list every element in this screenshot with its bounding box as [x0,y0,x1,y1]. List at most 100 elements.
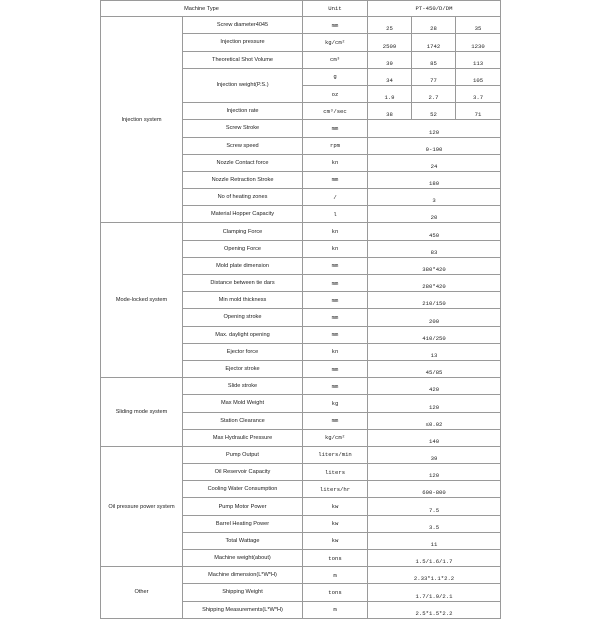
table-row: Mold plate dimension mm 380*420 [101,256,502,276]
param-name: Opening stroke [181,308,304,327]
value: 1.9 [367,84,413,104]
value: 180 [367,170,502,190]
param-name: Min mold thickness [181,291,304,310]
unit: mm [302,16,369,35]
value: 71 [455,102,502,121]
param-name: Theoretical Shot Volume [181,50,304,69]
value: 2509 [367,33,413,52]
param-name: Max. daylight opening [181,325,304,344]
group-name: Oil pressure power system [100,445,183,568]
param-name: Pump Motor Power [181,497,304,516]
unit: kn [302,239,369,258]
table-row: No of heating zones/3 [101,188,502,207]
unit: kw [302,531,369,551]
table-row: Nozzle Retraction Stroke mm 180 [101,170,502,190]
param-name: Nozzle Contact force [181,153,304,172]
param-name: Cooling Water Consumption [181,480,304,499]
unit: m [302,600,369,619]
value: 3.7 [455,84,502,104]
value: 140 [367,428,502,447]
unit: rpm [302,136,369,155]
table-row: Material Hopper Capacity l 20 [101,205,502,224]
table-row: Sliding mode system Slide stroke mm 420 [100,377,502,447]
value: 380*420 [367,256,502,276]
value: 1742 [411,33,457,52]
unit: kg/cm² [302,33,369,52]
param-name: Ejector stroke [181,359,304,379]
header-unit: Unit [302,0,369,18]
value: 0-190 [367,136,502,155]
param-name: Oil Reservoir Capacity [181,463,304,482]
value: 113 [455,50,502,69]
unit: m [302,566,369,585]
unit: kn [302,222,369,241]
param-name: Max Mold Weight [181,394,304,413]
header-value: PT-450/D/DM [367,0,502,18]
value: 410/250 [367,325,502,344]
unit: mm [302,119,369,138]
value: 120 [367,394,502,413]
unit: mm [302,325,369,344]
param-name: Screw Stroke [181,119,304,138]
value: 28 [411,16,457,35]
value: 3.5 [367,514,502,533]
param-name: Max Hydraulic Pressure [181,428,304,447]
table-row: Injection pressure kg/cm² 2509 1742 1230 [101,33,502,52]
param-name: Material Hopper Capacity [181,205,304,224]
table-row: Machine weight(about) tons 1.5/1.6/1.7 [101,548,502,568]
param-name: No of heating zones [181,188,304,207]
param-name: Screw speed [181,136,304,155]
table-row: Distance between tie dars mm 280*420 [101,273,502,293]
unit: tons [302,548,369,568]
table-row: Mode-locked system Clamping Force kn 450 [100,222,502,379]
value: 39 [367,445,502,465]
unit: oz [302,84,369,104]
unit: tons [302,583,369,602]
param-name: Pump Output [181,445,304,465]
value: 600-800 [367,480,502,499]
table-row: Station Clearance mm ≤0.02 [101,411,502,430]
param-name: Nozzle Retraction Stroke [181,170,304,190]
unit: cm³ [302,50,369,69]
param-name: Distance between tie dars [181,273,304,293]
table-row: Cooling Water Consumption liters/hr 600-80… [101,480,502,499]
value: 39 [367,50,413,69]
param-name: Station Clearance [181,411,304,430]
table-row: Oil Reservoir Capacity liters 120 [101,463,502,482]
table-row: Barrel Heating Power kw 3.5 [101,514,502,533]
unit: mm [302,170,369,190]
param-name: Clamping Force [181,222,304,241]
value: 7.5 [367,497,502,516]
value: 34 [367,67,413,86]
param-name: Total Wattage [181,531,304,551]
table-row: Injection system Screw diameter4045 mm 25 28… [100,16,502,224]
table-row: oz 1.9 2.7 3.7 [101,84,502,104]
value: 1230 [455,33,502,52]
param-name: Machine weight(about) [181,548,304,568]
unit: mm [302,377,369,396]
param-name: Shipping Weight [181,583,304,602]
table-row: Injection rate cm³/sec 38 52 71 [101,102,502,121]
value: 200 [367,308,502,327]
value: 450 [367,222,502,241]
group-name: Mode-locked system [100,222,183,379]
param-name: Ejector force [181,342,304,361]
value: 85 [411,50,457,69]
value: 120 [367,463,502,482]
value: 105 [455,67,502,86]
value: 24 [367,153,502,172]
value: 2.7 [411,84,457,104]
group-name: Injection system [100,16,183,224]
value: 1.5/1.6/1.7 [367,548,502,568]
unit: mm [302,308,369,327]
table-row: Pump Motor Power kw 7.5 [101,497,502,516]
value: 52 [411,102,457,121]
unit: liters/min [302,445,369,465]
table-row: Ejector stroke mm 45/85 [101,359,502,379]
spec-table: Machine Type Unit PT-450/D/DM Injection … [99,0,502,619]
header-label: Machine Type [99,0,304,18]
header-row: Machine Type Unit PT-450/D/DM [99,0,502,18]
unit: kw [302,497,369,516]
unit: mm [302,291,369,310]
unit: liters [302,463,369,482]
